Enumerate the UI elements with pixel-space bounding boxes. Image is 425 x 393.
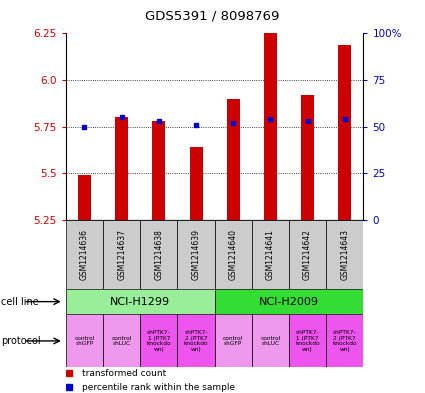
Text: GSM1214639: GSM1214639	[192, 229, 201, 280]
Bar	[252, 220, 289, 289]
Text: NCI-H1299: NCI-H1299	[110, 297, 170, 307]
Bar	[140, 314, 178, 367]
Text: transformed count: transformed count	[82, 369, 167, 378]
Text: GSM1214640: GSM1214640	[229, 229, 238, 280]
Text: GSM1214636: GSM1214636	[80, 229, 89, 280]
Text: GDS5391 / 8098769: GDS5391 / 8098769	[145, 10, 280, 23]
Bar	[115, 118, 128, 220]
Text: GSM1214641: GSM1214641	[266, 229, 275, 280]
Bar	[264, 33, 277, 220]
Text: control
shGFP: control shGFP	[74, 336, 95, 346]
Text: GSM1214637: GSM1214637	[117, 229, 126, 280]
Bar	[178, 220, 215, 289]
Text: control
shLUC: control shLUC	[111, 336, 132, 346]
Bar	[152, 121, 165, 220]
Bar	[252, 314, 289, 367]
Text: percentile rank within the sample: percentile rank within the sample	[82, 383, 235, 392]
Bar	[66, 220, 103, 289]
Text: shPTK7-
1 (PTK7
knockdo
wn): shPTK7- 1 (PTK7 knockdo wn)	[295, 330, 320, 352]
Bar	[140, 220, 178, 289]
Bar	[103, 314, 140, 367]
Text: control
shLUC: control shLUC	[260, 336, 281, 346]
Text: shPTK7-
2 (PTK7
knockdo
wn): shPTK7- 2 (PTK7 knockdo wn)	[184, 330, 208, 352]
Bar	[178, 314, 215, 367]
Text: protocol: protocol	[1, 336, 41, 346]
Bar	[190, 147, 203, 220]
Bar	[338, 44, 351, 220]
Bar	[66, 289, 215, 314]
Text: cell line: cell line	[1, 297, 39, 307]
Text: NCI-H2009: NCI-H2009	[259, 297, 319, 307]
Bar	[301, 95, 314, 220]
Text: GSM1214642: GSM1214642	[303, 229, 312, 280]
Bar	[215, 220, 252, 289]
Text: shPTK7-
1 (PTK7
knockdo
wn): shPTK7- 1 (PTK7 knockdo wn)	[147, 330, 171, 352]
Bar	[103, 220, 140, 289]
Bar	[227, 99, 240, 220]
Bar	[326, 220, 363, 289]
Text: GSM1214643: GSM1214643	[340, 229, 349, 280]
Bar	[289, 314, 326, 367]
Text: control
shGFP: control shGFP	[223, 336, 244, 346]
Bar	[66, 314, 103, 367]
Bar	[326, 314, 363, 367]
Text: shPTK7-
2 (PTK7
knockdo
wn): shPTK7- 2 (PTK7 knockdo wn)	[332, 330, 357, 352]
Bar	[215, 314, 252, 367]
Text: GSM1214638: GSM1214638	[154, 229, 163, 280]
Bar	[289, 220, 326, 289]
Bar	[78, 175, 91, 220]
Bar	[215, 289, 363, 314]
